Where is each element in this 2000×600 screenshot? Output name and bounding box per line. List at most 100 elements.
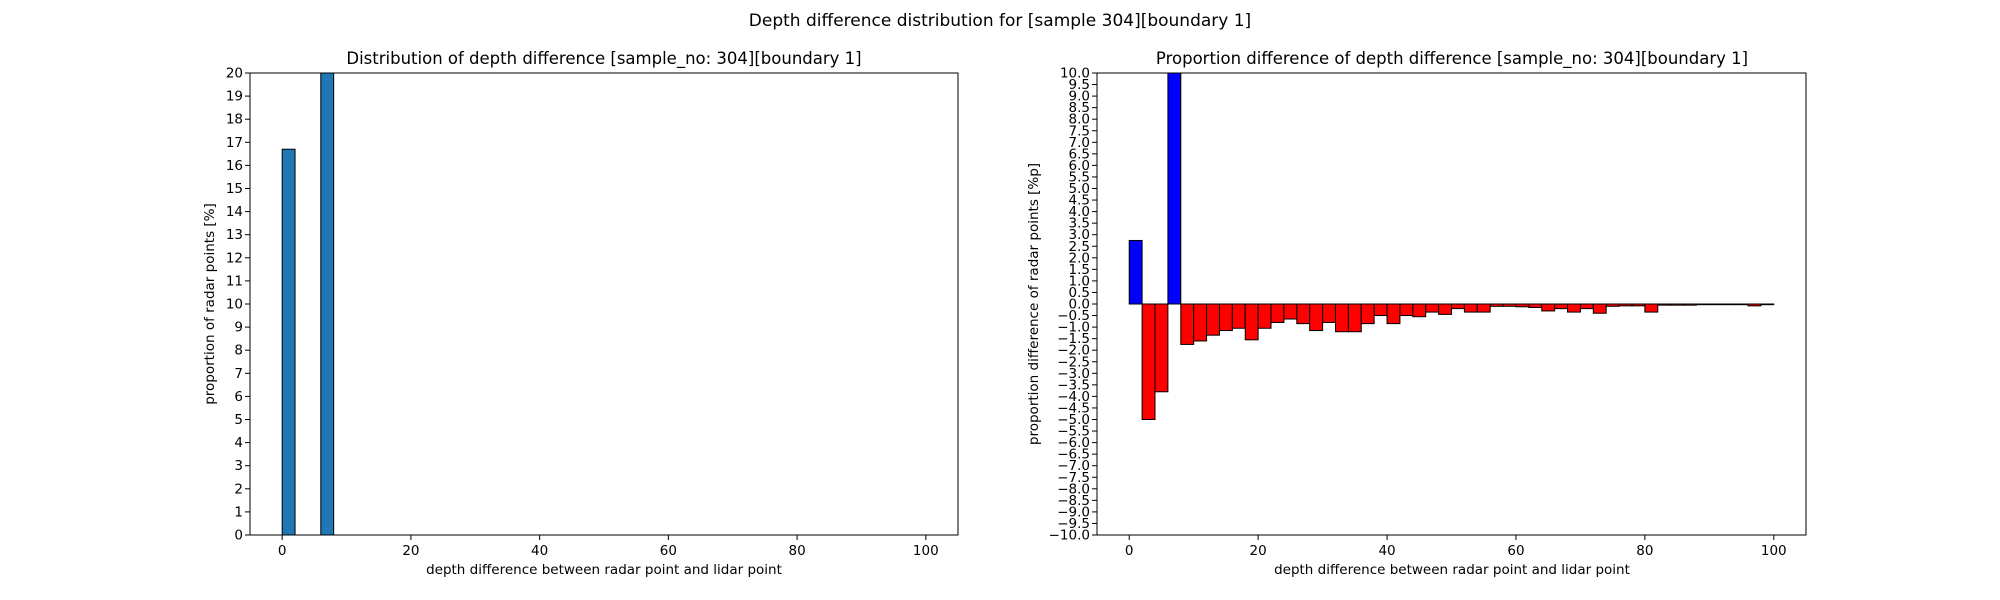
right-chart-bar-38 [1618, 303, 1633, 307]
right-chart: Proportion difference of depth differenc… [1026, 49, 1807, 578]
right-chart-bar-48 [1747, 303, 1762, 307]
right-chart-bar-23 [1425, 303, 1440, 313]
left-chart-y-tick-label: 9 [234, 320, 243, 336]
left-chart-y-tick-label: 16 [226, 158, 243, 174]
left-chart-x-tick-label: 100 [913, 543, 939, 559]
right-chart-bar-1 [1141, 303, 1156, 420]
left-chart-y-tick-label: 10 [226, 297, 243, 313]
figure-title: Depth difference distribution for [sampl… [749, 11, 1251, 31]
right-chart-bars [1128, 72, 1775, 420]
right-chart-bar-10 [1257, 303, 1272, 329]
right-chart-y-tick-label: 8.0 [1069, 112, 1090, 128]
right-chart-y-tick-label: −8.0 [1057, 481, 1090, 497]
right-chart-y-tick-label: −1.0 [1057, 320, 1090, 336]
right-chart-bar-37 [1605, 303, 1620, 307]
right-chart-bar-49 [1760, 303, 1775, 306]
right-chart-bar-14 [1309, 303, 1324, 332]
left-chart-y-tick-label: 7 [234, 366, 243, 382]
right-chart-y-tick-label: −3.0 [1057, 366, 1090, 382]
left-chart-x-tick-label: 20 [402, 543, 419, 559]
right-chart-bar-29 [1502, 303, 1517, 307]
right-chart-y-tick-label: −5.5 [1057, 424, 1090, 440]
left-chart-y-tick-label: 2 [234, 481, 243, 497]
right-chart-y-tick-label: −9.0 [1057, 504, 1090, 520]
right-chart-y-tick-label: −9.5 [1057, 516, 1090, 532]
left-chart-y-tick-label: 12 [226, 250, 243, 266]
right-chart-y-tick-label: 9.5 [1069, 77, 1090, 93]
right-chart-bar-12 [1283, 303, 1298, 320]
right-chart-bar-5 [1193, 303, 1208, 342]
right-chart-bar-45 [1708, 303, 1723, 306]
right-chart-y-tick-label: 7.0 [1069, 135, 1090, 151]
left-chart-y-tick-label: 6 [234, 389, 243, 405]
right-chart-bar-33 [1554, 303, 1569, 310]
right-chart-y-tick-label: 7.5 [1069, 123, 1090, 139]
right-chart-y-tick-label: 2.5 [1069, 239, 1090, 255]
right-chart-bar-8 [1231, 303, 1246, 329]
left-chart-x-axis: 0 20 40 60 80 100 [278, 535, 939, 559]
left-chart-y-tick-label: 11 [226, 273, 243, 289]
right-chart-x-axis: 0 20 40 60 80 100 [1125, 535, 1787, 559]
left-chart-y-tick-label: 0 [234, 528, 243, 544]
right-chart-y-tick-label: 8.5 [1069, 100, 1090, 116]
right-chart-y-tick-label: 0.5 [1069, 285, 1090, 301]
right-chart-y-tick-label: 6.5 [1069, 146, 1090, 162]
right-chart-bar-2 [1154, 303, 1169, 393]
right-chart-x-tick-label: 20 [1250, 543, 1267, 559]
right-chart-bar-20 [1386, 303, 1401, 325]
right-chart-bar-18 [1360, 303, 1375, 325]
right-chart-y-tick-label: 6.0 [1069, 158, 1090, 174]
right-chart-bar-30 [1515, 303, 1530, 308]
right-chart-y-tick-label: −6.5 [1057, 447, 1090, 463]
right-chart-bar-36 [1592, 303, 1607, 314]
left-chart-y-tick-label: 5 [234, 412, 243, 428]
right-chart-bar-16 [1334, 303, 1349, 333]
right-chart-y-tick-label: 5.5 [1069, 169, 1090, 185]
right-chart-bar-11 [1270, 303, 1285, 323]
left-chart-y-tick-label: 8 [234, 343, 243, 359]
right-chart-x-tick-label: 80 [1636, 543, 1653, 559]
right-chart-bar-31 [1528, 303, 1543, 308]
right-chart-bar-26 [1463, 303, 1478, 313]
right-chart-y-axis: −10.0−9.5−9.0−8.5−8.0−7.5−7.0−6.5−6.0−5.… [1049, 66, 1097, 544]
right-chart-y-tick-label: 3.5 [1069, 216, 1090, 232]
right-chart-bar-39 [1631, 303, 1646, 307]
right-chart-bar-43 [1683, 303, 1697, 306]
right-chart-y-label: proportion difference of radar points [%… [1026, 163, 1042, 445]
right-chart-y-tick-label: −10.0 [1049, 528, 1090, 544]
right-chart-x-label: depth difference between radar point and… [1274, 562, 1630, 578]
right-chart-bar-44 [1695, 303, 1710, 306]
left-chart-x-tick-label: 0 [278, 543, 287, 559]
right-chart-bar-42 [1670, 303, 1685, 306]
right-chart-y-tick-label: 9.0 [1069, 89, 1090, 105]
right-chart-bar-4 [1180, 303, 1195, 345]
left-chart-y-tick-label: 15 [226, 181, 243, 197]
right-chart-bar-46 [1721, 303, 1736, 306]
right-chart-bar-19 [1373, 303, 1388, 317]
right-chart-x-tick-label: 60 [1507, 543, 1524, 559]
left-chart-bar-0 [281, 148, 296, 536]
left-chart-y-tick-label: 18 [226, 112, 243, 128]
right-chart-y-tick-label: −8.5 [1057, 493, 1090, 509]
right-chart-bar-32 [1541, 303, 1556, 312]
left-chart-x-tick-label: 60 [660, 543, 677, 559]
right-chart-bar-27 [1476, 303, 1491, 313]
left-chart-x-tick-label: 40 [531, 543, 548, 559]
right-chart-x-tick-label: 0 [1125, 543, 1134, 559]
left-chart-x-label: depth difference between radar point and… [426, 562, 782, 578]
left-chart-x-tick-label: 80 [788, 543, 805, 559]
left-chart-y-tick-label: 1 [234, 504, 243, 520]
left-chart-y-tick-label: 4 [234, 435, 243, 451]
right-chart-y-tick-label: −2.5 [1057, 354, 1090, 370]
left-chart-y-label: proportion of radar points [%] [202, 203, 218, 405]
right-chart-bar-0 [1128, 239, 1143, 305]
left-chart-frame [249, 72, 959, 536]
right-chart-y-tick-label: 4.5 [1069, 193, 1090, 209]
right-chart-y-tick-label: 4.0 [1069, 204, 1090, 220]
right-chart-bar-6 [1206, 303, 1220, 336]
right-chart-x-tick-label: 40 [1378, 543, 1395, 559]
right-chart-bar-25 [1451, 303, 1465, 310]
right-chart-y-tick-label: −0.5 [1057, 308, 1090, 324]
right-chart-y-tick-label: −6.0 [1057, 435, 1090, 451]
